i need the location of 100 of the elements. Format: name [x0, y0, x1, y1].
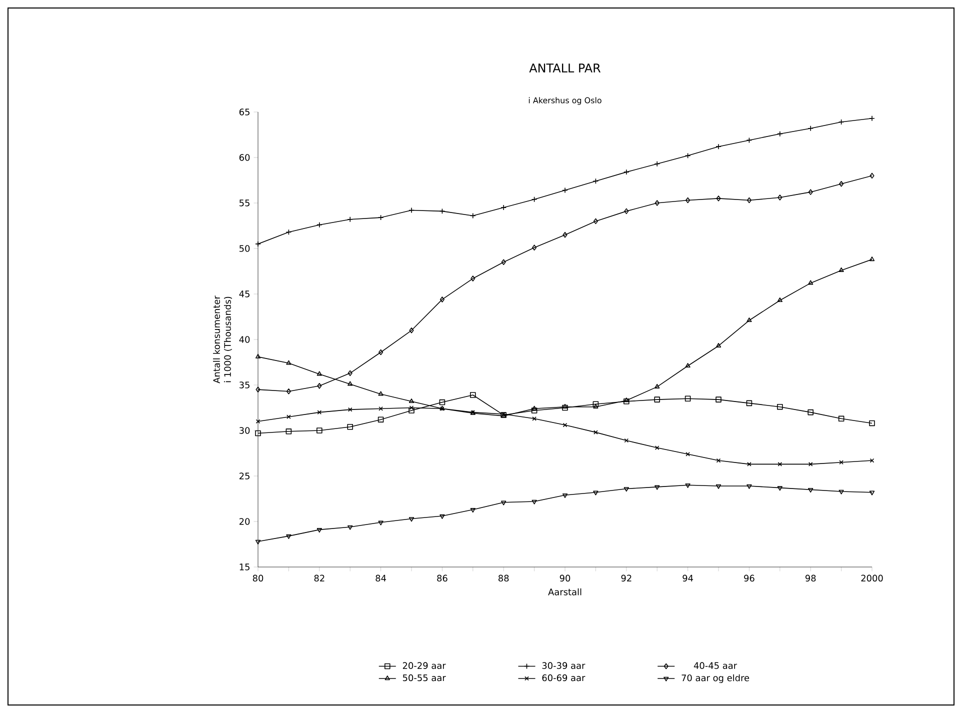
y-tick-label: 15 [240, 564, 250, 570]
point [593, 490, 598, 496]
x-tick-label: 86 [437, 574, 448, 582]
x-tick-label: 90 [560, 574, 570, 582]
x-axis-title: Aarstall [548, 588, 582, 596]
x-tick-label: 92 [621, 574, 632, 582]
point [869, 420, 875, 426]
point [470, 508, 476, 513]
point [532, 244, 537, 250]
point [716, 458, 721, 463]
point [777, 404, 783, 410]
point [686, 452, 690, 456]
point [378, 391, 384, 396]
point [348, 370, 352, 376]
x-tick-label: 98 [805, 574, 816, 582]
point [624, 487, 629, 492]
point [316, 528, 322, 533]
point [348, 525, 353, 530]
point [286, 414, 291, 420]
point [348, 407, 352, 412]
point [408, 517, 414, 522]
point [470, 276, 476, 282]
point [501, 259, 506, 266]
point [716, 196, 721, 202]
point [778, 462, 782, 466]
point [685, 483, 690, 488]
point [808, 189, 813, 195]
point [348, 381, 353, 386]
point [594, 430, 598, 434]
x-tick-label: 2000 [861, 574, 883, 582]
point [378, 349, 384, 356]
x-tick-label: 84 [376, 574, 386, 582]
point [532, 416, 536, 421]
point [808, 462, 813, 466]
point [777, 486, 782, 491]
point [316, 371, 322, 376]
point [286, 360, 292, 365]
x-tick-label: 82 [314, 574, 324, 582]
point [408, 408, 414, 414]
point [808, 488, 814, 493]
point [746, 484, 752, 489]
point [286, 534, 292, 539]
point [839, 181, 844, 187]
y-tick-label: 45 [239, 290, 250, 298]
point [255, 430, 261, 436]
point [808, 280, 814, 285]
point [532, 406, 537, 410]
point [685, 363, 690, 368]
point [654, 396, 660, 402]
legend-label: 70 aar og eldre [682, 674, 750, 683]
point [838, 267, 844, 272]
point [624, 208, 629, 214]
chart-title: ANTALL PAR [529, 64, 601, 72]
point [654, 485, 660, 490]
x-tick-label: 80 [252, 574, 264, 582]
point [409, 328, 414, 334]
point [286, 388, 291, 394]
point [562, 232, 568, 238]
point [562, 422, 568, 428]
point [684, 396, 691, 402]
point [440, 514, 445, 519]
y-tick-label: 25 [239, 472, 250, 480]
legend-label: 20-29 aar [402, 662, 446, 669]
point [747, 462, 752, 466]
point [439, 399, 446, 406]
point [378, 520, 384, 526]
point [746, 400, 752, 406]
point [654, 446, 660, 450]
y-tick-label: 50 [240, 245, 250, 252]
y-tick-label: 55 [240, 200, 250, 206]
point [562, 493, 568, 498]
point [654, 384, 660, 388]
point [778, 194, 782, 200]
legend-label: 40-45 aar [694, 662, 738, 669]
point [838, 416, 844, 422]
point [777, 297, 782, 302]
legend-label: 30-39 aar [542, 662, 586, 669]
point [562, 404, 568, 411]
y-tick-label: 65 [239, 108, 250, 116]
point [501, 500, 506, 506]
point [378, 406, 383, 411]
point [440, 296, 444, 302]
point [378, 416, 384, 422]
point [593, 404, 598, 408]
point [624, 398, 630, 404]
point [286, 428, 292, 434]
point [408, 398, 414, 404]
y-tick-label: 60 [239, 154, 250, 161]
point [316, 428, 322, 434]
point [593, 218, 598, 224]
point [532, 500, 537, 504]
point [716, 342, 722, 348]
point [562, 404, 568, 408]
y-tick-label: 20 [239, 518, 250, 525]
legend-label: 60-69 aar [542, 674, 586, 682]
point [317, 383, 322, 389]
point [839, 460, 844, 465]
point [746, 197, 752, 204]
point [654, 200, 660, 206]
legend-label: 50-55 aar [402, 674, 446, 682]
